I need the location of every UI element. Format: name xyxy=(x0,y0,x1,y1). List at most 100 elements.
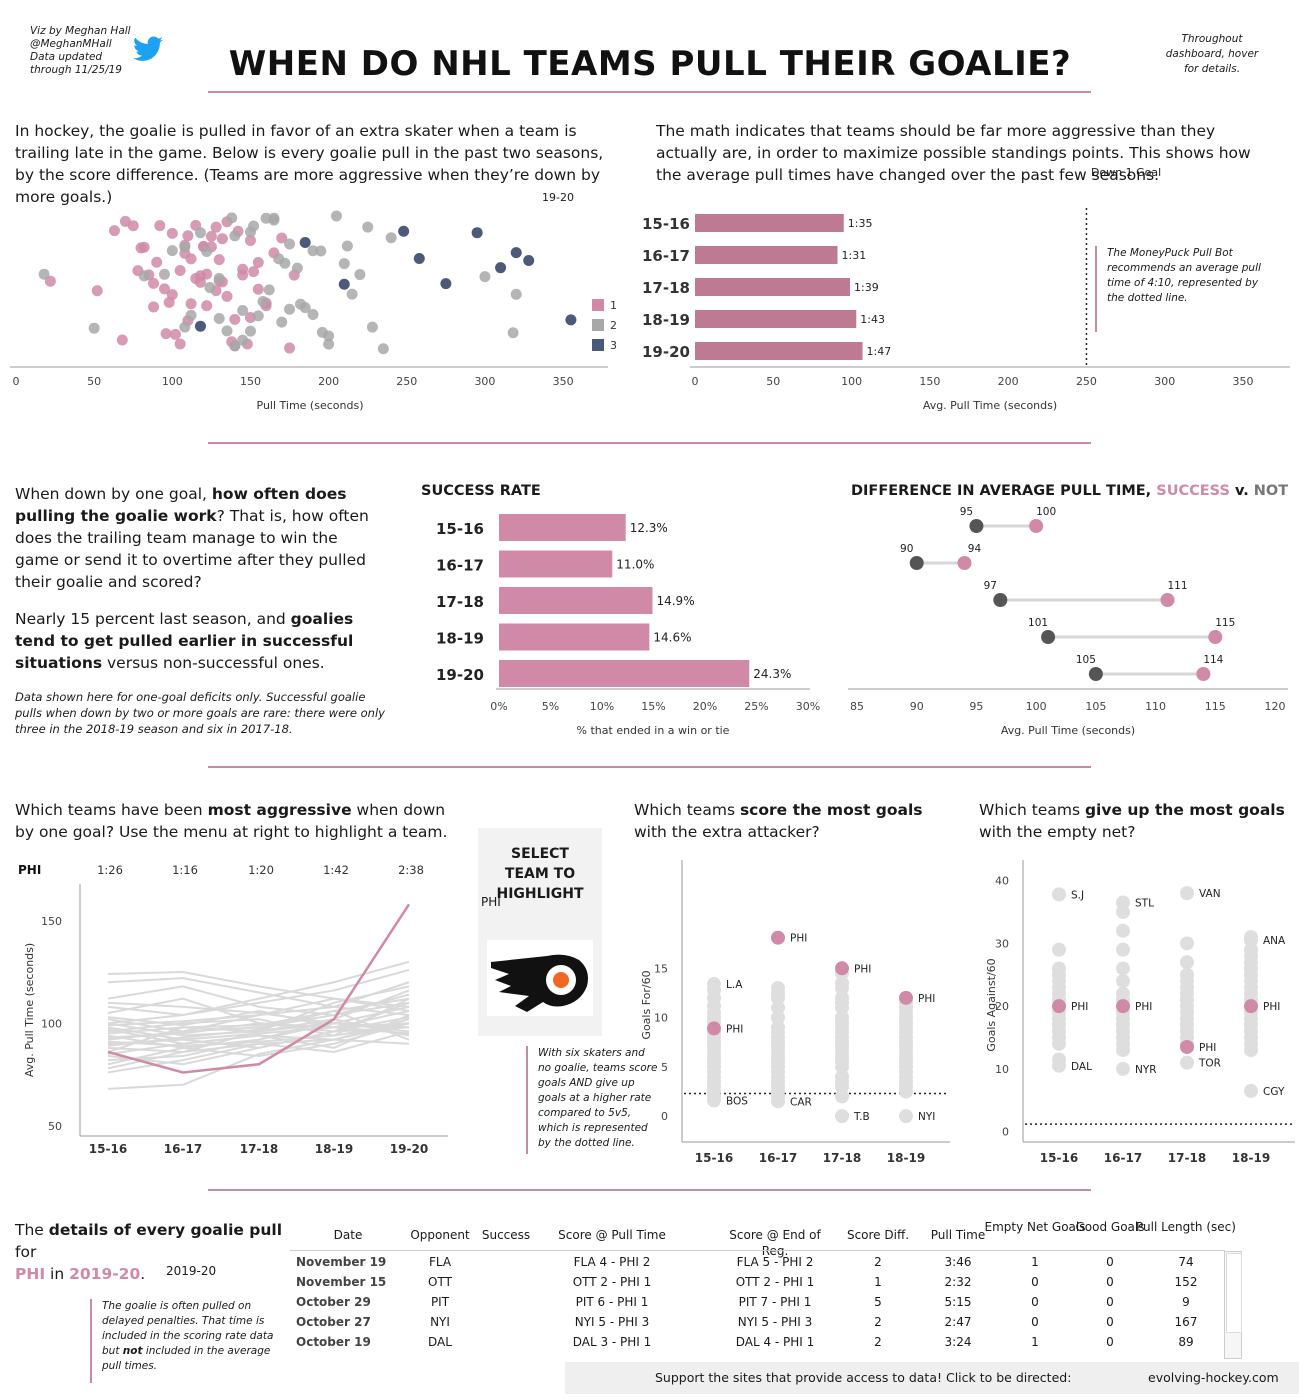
scatter-point xyxy=(179,241,191,253)
scatter-point xyxy=(205,230,217,242)
x-tick-label: 150 xyxy=(240,375,261,388)
x-axis-label: Avg. Pull Time (seconds) xyxy=(1001,724,1135,737)
team-line xyxy=(107,1038,410,1090)
table-header-cell[interactable]: Empty Net Goals xyxy=(984,1220,1086,1234)
team-label: BOS xyxy=(726,1095,748,1107)
x-tick-label: 50 xyxy=(87,375,101,388)
table-cell: 74 xyxy=(1178,1255,1194,1269)
team-point xyxy=(1116,961,1130,976)
table-cell: 89 xyxy=(1178,1335,1194,1349)
scatter-point xyxy=(279,257,291,269)
scatter-point xyxy=(151,256,163,268)
credit-line: Viz by Meghan Hall xyxy=(30,25,131,37)
scatter-point xyxy=(366,321,378,333)
divider xyxy=(208,442,1091,444)
bar xyxy=(695,342,863,360)
bar xyxy=(499,587,653,614)
success-footnote: Data shown here for one-goal deficits on… xyxy=(15,690,385,736)
intro-aggressive: Which teams have been most aggressive wh… xyxy=(15,801,448,841)
table-header: Date Opponent Success Score @ Pull Time Scor… xyxy=(290,1219,1236,1258)
table-cell: 0 xyxy=(1052,1355,1168,1356)
not-success-point xyxy=(1041,630,1056,644)
dumbbell-chart[interactable]: 95 100 90 94 97 111 101 115 105 114 85 90 95 100 105 11… xyxy=(840,505,1299,745)
table-body[interactable]: November 19 FLA FLA 4 - PHI 2 FLA 5 - PHI 2… xyxy=(0,1252,1299,1356)
scatter-point xyxy=(248,266,260,278)
table-row[interactable]: November 15 OTT OTT 2 - PHI 1 OTT 2 - PHI 1… xyxy=(290,1272,1220,1292)
scatter-point xyxy=(523,255,535,267)
scatter-point xyxy=(510,288,522,300)
team-point xyxy=(835,1079,849,1094)
table-header-cell[interactable]: Good Goals xyxy=(1075,1220,1145,1234)
table-scrollbar[interactable] xyxy=(1224,1251,1242,1359)
team-line xyxy=(107,970,410,1008)
table-header-cell[interactable]: Score Diff. xyxy=(846,1228,910,1242)
team-line xyxy=(107,968,410,1017)
x-tick-label: 115 xyxy=(1205,700,1226,713)
bar xyxy=(695,278,851,296)
x-tick-label: 16-17 xyxy=(1104,1151,1142,1165)
y-axis-label: Goals Against/60 xyxy=(985,958,998,1051)
legend-swatch xyxy=(592,299,604,311)
divider xyxy=(208,766,1091,768)
highlight-team-label: PHI xyxy=(1263,1001,1280,1013)
table-header-cell[interactable]: Success xyxy=(481,1228,531,1242)
team-label: NYI xyxy=(918,1111,935,1123)
x-axis-label: Avg. Pull Time (seconds) xyxy=(923,399,1057,412)
bar xyxy=(695,246,838,264)
team-line-chart[interactable]: PHI 1:26 1:16 1:20 1:42 2:38 50 100 150 Avg. Pull… xyxy=(0,850,470,1170)
delayed-penalty-note: The goalie is often pulled on delayed pe… xyxy=(90,1299,282,1383)
table-header-cell[interactable]: Date xyxy=(333,1228,363,1242)
team-dropdown[interactable]: PHI xyxy=(481,895,501,909)
success-rate-chart[interactable]: 15-16 12.3% 16-17 11.0% 17-18 14.9% 18-19 14.6%… xyxy=(420,505,840,745)
goals-against-chart[interactable]: 0 10 20 30 40 Goals Against/60 PHI PHI PHI PHI S.J… xyxy=(975,855,1299,1170)
scatter-chart[interactable]: 0 50 100 150 200 250 300 350 Pull Time (seconds)… xyxy=(0,200,640,420)
scatter-point xyxy=(248,220,260,232)
scatter-point xyxy=(88,322,100,334)
x-tick-label: 95 xyxy=(969,700,983,713)
table-cell: OTT 2 - PHI 1 xyxy=(572,1275,652,1289)
team-line xyxy=(107,1005,410,1070)
scatter-point xyxy=(229,230,241,242)
team-select-panel[interactable]: SELECT TEAM TO HIGHLIGHT PHI xyxy=(478,828,602,1036)
table-row[interactable]: October 27 NYI NYI 5 - PHI 3 NYI 5 - PHI 3 2… xyxy=(290,1312,1220,1332)
avg-pull-bar-chart[interactable]: 15-16 1:35 16-17 1:31 17-18 1:39 18-19 1:43 19-2… xyxy=(630,200,1299,420)
intro-success: When down by one goal, how often does pu… xyxy=(15,485,369,591)
scrollbar-thumb[interactable] xyxy=(1226,1253,1242,1333)
scatter-point xyxy=(213,254,225,266)
not-value-label: 105 xyxy=(1076,654,1096,666)
scatter-point xyxy=(182,230,194,242)
team-point xyxy=(771,1094,785,1109)
table-header-cell[interactable]: Opponent xyxy=(410,1228,470,1242)
x-tick-label: 100 xyxy=(162,375,183,388)
scatter-point xyxy=(284,303,296,315)
footer-bar[interactable]: Support the sites that provide access to… xyxy=(565,1362,1299,1394)
table-cell: DAL 3 - PHI 1 xyxy=(572,1335,652,1349)
not-value-label: 90 xyxy=(900,543,913,555)
table-cell: October 27 xyxy=(296,1315,371,1329)
page-title: WHEN DO NHL TEAMS PULL THEIR GOALIE? xyxy=(228,44,1072,84)
table-row[interactable]: October 16TBLTBL 3 - PHI 2TBL 3 - PHI 21… xyxy=(290,1352,1220,1356)
intro-goals-for: Which teams score the most goals with th… xyxy=(634,801,923,841)
table-row[interactable]: November 19 FLA FLA 4 - PHI 2 FLA 5 - PHI 2… xyxy=(290,1252,1220,1272)
table-row[interactable]: October 19 DAL DAL 3 - PHI 1 DAL 4 - PHI 1 2… xyxy=(290,1332,1220,1352)
scatter-point xyxy=(229,340,241,352)
table-row[interactable]: October 29 PIT PIT 6 - PHI 1 PIT 7 - PHI 1 5… xyxy=(290,1292,1220,1312)
scatter-point xyxy=(138,270,150,282)
bar xyxy=(695,214,844,232)
scatter-point xyxy=(38,268,50,280)
table-cell: 2 xyxy=(874,1315,882,1329)
y-tick-label: 150 xyxy=(41,915,62,928)
table-header-cell[interactable]: Pull Time xyxy=(930,1228,986,1242)
scatter-point xyxy=(213,272,225,284)
table-cell: 3:46 xyxy=(944,1255,972,1269)
table-header-cell[interactable]: Pull Length (sec) xyxy=(1136,1220,1236,1234)
highlight-team-label: PHI xyxy=(1135,1001,1152,1013)
scatter-point xyxy=(385,232,397,244)
table-header-cell[interactable]: Score @ Pull Time xyxy=(558,1228,666,1242)
table-header-cell[interactable]: Score @ End of Reg. xyxy=(729,1228,821,1258)
success-point xyxy=(1208,630,1223,644)
footer-link[interactable]: evolving-hockey.com xyxy=(1148,1370,1279,1385)
credit-block: Viz by Meghan Hall @MeghanMHall Data upd… xyxy=(30,25,131,77)
twitter-icon[interactable] xyxy=(133,36,163,62)
